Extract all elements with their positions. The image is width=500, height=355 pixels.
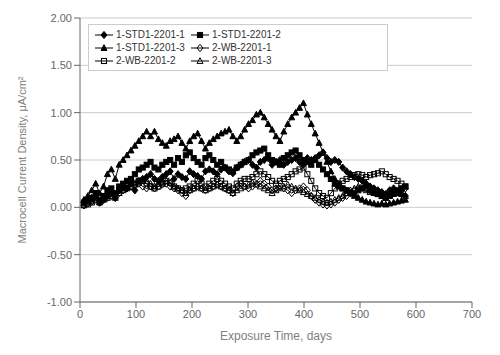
html-text:2-WB-2201-1: 2-WB-2201-1 <box>212 42 272 53</box>
svg-text:Exposure Time, days: Exposure Time, days <box>220 329 332 343</box>
svg-text:0.00: 0.00 <box>51 201 72 213</box>
svg-text:0: 0 <box>77 308 83 320</box>
svg-text:100: 100 <box>127 308 145 320</box>
svg-text:2.00: 2.00 <box>51 12 72 24</box>
html-text:2-WB-2201-3: 2-WB-2201-3 <box>212 55 272 66</box>
svg-text:1.00: 1.00 <box>51 107 72 119</box>
svg-text:400: 400 <box>295 308 313 320</box>
svg-text:0.50: 0.50 <box>51 154 72 166</box>
svg-text:500: 500 <box>351 308 369 320</box>
html-text:1-STD1-2201-1: 1-STD1-2201-1 <box>116 29 185 40</box>
svg-text:-0.50: -0.50 <box>47 249 72 261</box>
svg-text:300: 300 <box>239 308 257 320</box>
svg-text:600: 600 <box>407 308 425 320</box>
html-text:1-STD1-2201-3: 1-STD1-2201-3 <box>116 42 185 53</box>
svg-text:700: 700 <box>463 308 481 320</box>
svg-text:-1.00: -1.00 <box>47 296 72 308</box>
html-text:2-WB-2201-2: 2-WB-2201-2 <box>116 55 176 66</box>
html-text:1-STD1-2201-2: 1-STD1-2201-2 <box>212 29 281 40</box>
svg-text:200: 200 <box>183 308 201 320</box>
svg-text:1.50: 1.50 <box>51 59 72 71</box>
svg-text:Macrocell Current Density, μA/: Macrocell Current Density, μA/cm² <box>16 76 28 243</box>
